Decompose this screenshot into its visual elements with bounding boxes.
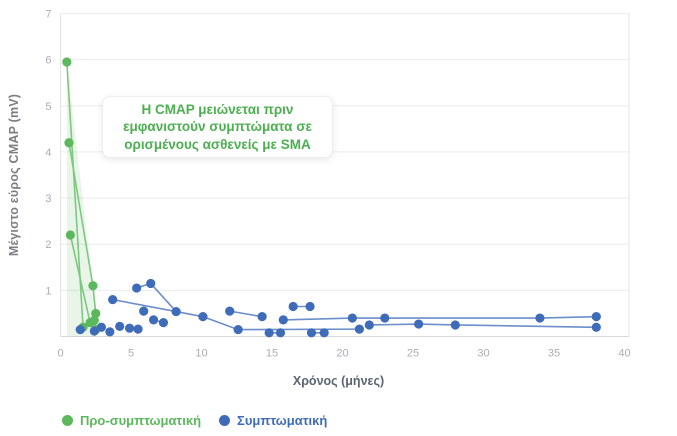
legend-label: Συμπτωματική [237,413,328,428]
data-point-symptomatic [225,306,235,316]
x-tick-label: 10 [195,348,207,360]
data-point-symptomatic [450,320,460,330]
y-tick-label: 5 [45,101,51,113]
data-point-pre-symptomatic [65,230,75,240]
x-tick-label: 0 [57,348,63,360]
series-line-symptomatic [111,298,177,313]
data-point-symptomatic [132,283,142,293]
data-point-symptomatic [89,326,99,336]
data-point-symptomatic [275,328,286,338]
data-point-symptomatic [139,306,149,316]
annotation-line: ορισμένους ασθενείς με SMA [124,136,311,152]
data-point-symptomatic [305,301,315,312]
data-point-pre-symptomatic [89,315,99,325]
y-tick-label: 2 [45,239,51,251]
series-line-pre-symptomatic [66,61,84,329]
data-point-pre-symptomatic [64,138,74,148]
x-axis-title: Χρόνος (μήνες) [292,374,385,388]
data-point-symptomatic [233,324,243,335]
data-point-symptomatic [306,328,317,338]
data-point-symptomatic [591,322,601,332]
data-point-symptomatic [354,324,365,334]
x-tick-label: 40 [618,348,630,360]
area-fill-pre-symptomatic [66,61,96,337]
data-point-symptomatic [96,322,106,332]
data-point-symptomatic [171,306,181,317]
data-point-symptomatic [414,319,424,329]
x-tick-label: 30 [477,348,489,360]
data-point-pre-symptomatic [62,57,72,67]
data-point-symptomatic [380,313,390,323]
data-point-symptomatic [108,294,118,305]
x-tick-label: 35 [548,348,560,360]
x-tick-label: 25 [407,348,419,360]
data-point-symptomatic [257,312,267,322]
legend-dot-blue-icon [219,415,231,426]
data-point-pre-symptomatic [91,308,101,319]
data-point-symptomatic [148,315,159,325]
legend-label: Προ-συμπτωματική [80,413,202,428]
x-tick-label: 20 [336,348,348,360]
data-point-symptomatic [591,312,601,322]
chart-legend: Προ-συμπτωματική Συμπτωματική [62,413,327,428]
data-point-symptomatic [75,324,85,335]
legend-item-symptomatic: Συμπτωματική [219,413,327,428]
y-tick-label: 1 [45,285,51,297]
legend-item-pre-symptomatic: Προ-συμπτωματική [62,413,201,428]
series-line-pre-symptomatic [69,234,91,324]
data-point-symptomatic [115,321,125,331]
data-point-symptomatic [158,318,169,328]
data-point-symptomatic [278,315,288,325]
data-point-symptomatic [105,327,115,337]
series-line-symptomatic [368,323,598,329]
legend-dot-green-icon [62,415,73,426]
annotation-line: Η CMAP μειώνεται πριν [141,101,294,117]
series-line-symptomatic [282,315,598,321]
data-point-symptomatic [319,328,329,338]
data-point-symptomatic [535,313,545,323]
y-tick-label: 7 [45,9,51,21]
data-point-symptomatic [198,312,208,322]
annotation-callout: Η CMAP μειώνεται πριν εμφανιστούν συμπτώ… [102,96,333,158]
data-point-symptomatic [288,301,298,312]
y-tick-label: 3 [45,193,51,205]
data-point-symptomatic [133,324,143,334]
data-point-symptomatic [264,328,274,338]
series-line-symptomatic [228,310,263,318]
annotation-line: εμφανιστούν συμπτώματα σε [123,119,312,135]
y-tick-label: 4 [45,147,51,159]
data-point-symptomatic [146,278,156,289]
data-point-symptomatic [124,323,135,333]
y-tick-label: 6 [45,55,51,67]
x-tick-label: 5 [128,348,134,360]
data-point-pre-symptomatic [88,281,98,291]
x-tick-label: 15 [266,348,278,360]
data-point-symptomatic [347,313,357,323]
data-point-symptomatic [364,320,374,330]
